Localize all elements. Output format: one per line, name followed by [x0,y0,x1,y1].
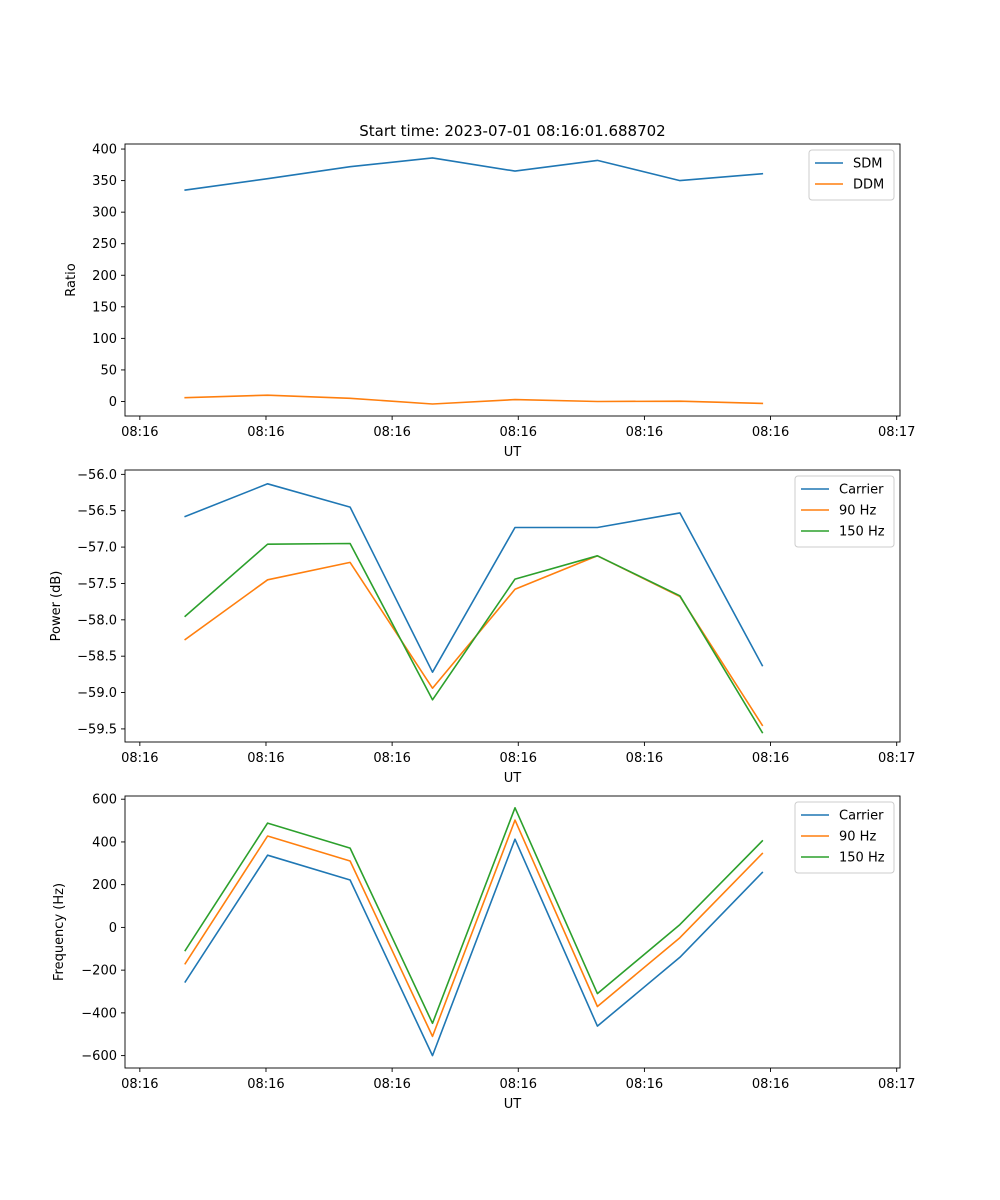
x-axis-label: UT [504,1097,522,1112]
series-line-ddm [184,394,764,405]
legend-label: SDM [853,157,882,172]
axes-frame [124,795,901,1069]
x-tick-label: 08:16 [626,751,663,766]
x-tick-label: 08:17 [878,1077,915,1092]
y-tick-label: 600 [92,793,117,808]
x-tick-label: 08:16 [500,1077,537,1092]
chart-panel-1: Start time: 2023-07-01 08:16:01.688702 0 5… [64,122,915,460]
x-tick-label: 08:16 [752,425,789,440]
legend-label: Carrier [839,483,884,498]
x-axis-label: UT [504,771,522,786]
y-tick-label: 0 [109,921,117,936]
y-tick-label: −56.5 [77,504,117,519]
legend-label: 90 Hz [839,504,876,519]
x-tick-label: 08:16 [752,1077,789,1092]
y-tick-label: −57.0 [77,541,117,556]
y-tick-label: 0 [109,395,117,410]
x-tick-label: 08:16 [373,1077,410,1092]
y-tick-label: −59.5 [77,722,117,737]
legend-box [794,801,895,874]
legend-label: 90 Hz [839,830,876,845]
x-tick-label: 08:16 [373,751,410,766]
y-tick-label: 200 [92,269,117,284]
x-tick-label: 08:17 [878,751,915,766]
x-tick-label: 08:16 [247,751,284,766]
x-tick-label: 08:16 [121,1077,158,1092]
series-line-carrier [184,482,764,674]
x-axis-label: UT [504,445,522,460]
series-line-90-hz [184,819,764,1038]
series-line-150-hz [184,542,764,734]
chart-panel-2: −56.0 −56.5 −57.0 −57.5 −58.0 −58.5 −59.0 −59.5… [49,468,915,786]
legend-label: 150 Hz [839,525,885,540]
chart-panel-3: 600 400 200 0 −200 −400 −600 08:16 08:16 08:16 08:… [52,793,915,1112]
x-tick-label: 08:16 [626,1077,663,1092]
x-tick-label: 08:16 [373,425,410,440]
legend: Carrier 90 Hz 150 Hz [794,801,895,874]
legend-label: DDM [853,178,884,193]
x-tick-label: 08:16 [247,425,284,440]
y-axis-label: Power (dB) [49,571,64,642]
legend-label: Carrier [839,809,884,824]
y-tick-label: 250 [92,237,117,252]
y-tick-label: −59.0 [77,686,117,701]
y-tick-label: 300 [92,206,117,221]
x-tick-label: 08:16 [121,425,158,440]
x-tick-label: 08:16 [500,425,537,440]
y-axis-label: Frequency (Hz) [52,883,67,981]
legend-box [794,475,895,548]
y-tick-label: −58.5 [77,650,117,665]
y-tick-label: 150 [92,300,117,315]
x-tick-label: 08:16 [500,751,537,766]
legend-label: 150 Hz [839,851,885,866]
x-tick-label: 08:16 [626,425,663,440]
y-tick-label: −200 [81,964,117,979]
y-tick-label: 200 [92,878,117,893]
series-line-sdm [184,157,764,192]
y-tick-label: 400 [92,835,117,850]
y-tick-label: −56.0 [77,468,117,483]
axes-frame [124,469,901,743]
x-tick-label: 08:17 [878,425,915,440]
y-tick-label: −58.0 [77,613,117,628]
y-tick-label: −57.5 [77,577,117,592]
x-tick-label: 08:16 [752,751,789,766]
legend: SDM DDM [808,149,895,201]
y-tick-label: 400 [92,143,117,158]
series-line-carrier [184,838,764,1057]
chart-title: Start time: 2023-07-01 08:16:01.688702 [359,122,665,140]
legend: Carrier 90 Hz 150 Hz [794,475,895,548]
y-tick-label: 50 [100,363,117,378]
y-tick-label: −400 [81,1006,117,1021]
axes-frame [124,143,901,417]
series-line-150-hz [184,806,764,1025]
y-axis-label: Ratio [64,263,79,296]
y-tick-label: −600 [81,1049,117,1064]
x-tick-label: 08:16 [247,1077,284,1092]
y-tick-label: 350 [92,174,117,189]
y-tick-label: 100 [92,332,117,347]
x-tick-label: 08:16 [121,751,158,766]
